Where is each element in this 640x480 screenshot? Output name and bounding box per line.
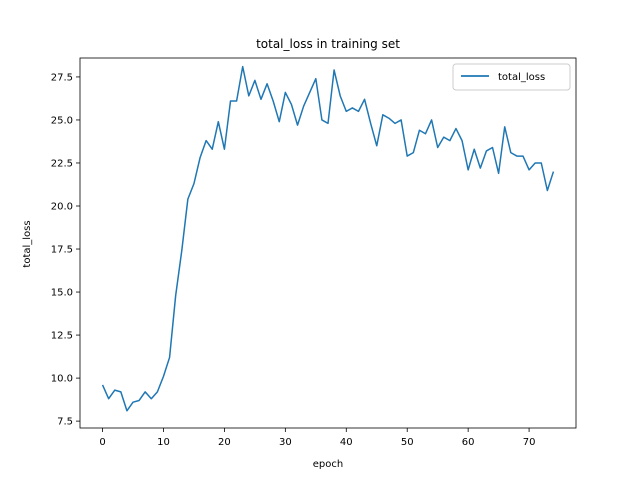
y-tick-label: 17.5 xyxy=(51,245,73,256)
plot-frame xyxy=(79,57,577,429)
y-tick-label: 27.5 xyxy=(51,72,73,83)
x-tick-label: 60 xyxy=(462,437,475,448)
legend-box xyxy=(452,63,571,91)
x-tick-label: 20 xyxy=(218,437,231,448)
y-tick-label: 10.0 xyxy=(51,374,73,385)
x-tick-label: 30 xyxy=(279,437,292,448)
legend: total_loss xyxy=(452,63,571,91)
y-tick-label: 7.5 xyxy=(57,417,73,428)
x-axis: 0 10 20 30 40 50 60 70 xyxy=(99,428,535,448)
y-tick-label: 20.0 xyxy=(51,202,73,213)
chart-title: total_loss in training set xyxy=(256,37,400,51)
y-axis-label: total_loss xyxy=(22,220,33,267)
x-tick-label: 50 xyxy=(401,437,414,448)
y-axis: 7.5 10.0 12.5 15.0 17.5 20.0 22.5 25.0 27.5 xyxy=(51,72,80,428)
x-tick-label: 0 xyxy=(99,437,105,448)
plot-area xyxy=(79,57,577,429)
x-axis-label: epoch xyxy=(313,459,343,470)
y-tick-label: 15.0 xyxy=(51,288,73,299)
x-tick-label: 10 xyxy=(157,437,170,448)
legend-label-total-loss: total_loss xyxy=(498,72,545,83)
x-tick-label: 40 xyxy=(340,437,353,448)
y-tick-label: 22.5 xyxy=(51,158,73,169)
y-tick-label: 12.5 xyxy=(51,331,73,342)
x-tick-label: 70 xyxy=(523,437,536,448)
series-line-total-loss xyxy=(101,65,555,412)
y-tick-label: 25.0 xyxy=(51,115,73,126)
